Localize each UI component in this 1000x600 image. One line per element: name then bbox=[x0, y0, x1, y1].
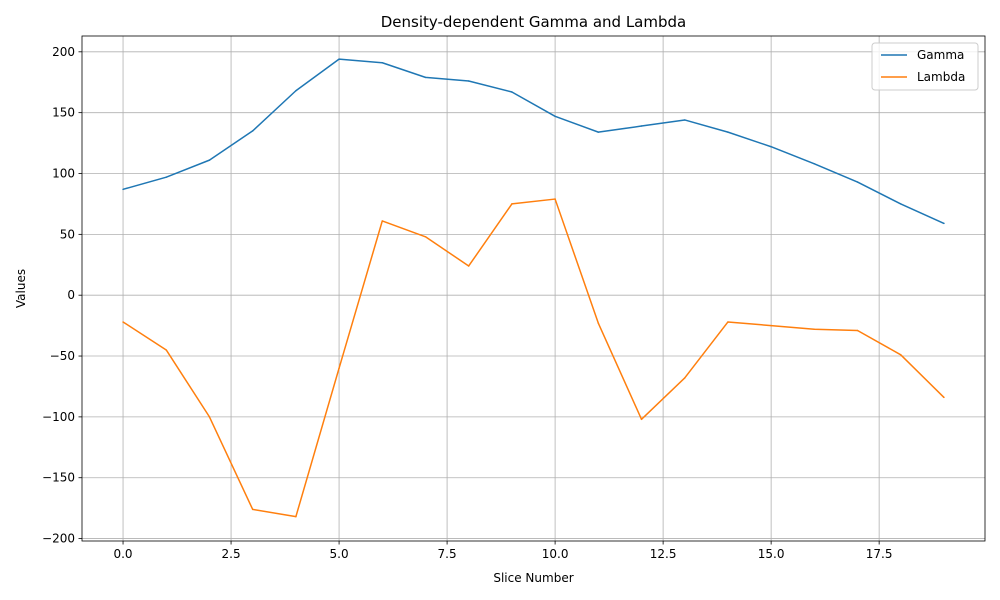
data-point-gamma bbox=[165, 176, 167, 178]
data-point-lambda bbox=[683, 377, 686, 379]
data-point-gamma bbox=[640, 125, 643, 127]
data-point-lambda bbox=[640, 418, 643, 421]
y-tick-label: 100 bbox=[52, 167, 75, 181]
data-point-lambda bbox=[727, 321, 729, 323]
x-tick-label: 2.5 bbox=[222, 547, 241, 561]
data-point-gamma bbox=[943, 222, 945, 225]
y-tick-label: −100 bbox=[42, 410, 75, 424]
y-axis-label: Values bbox=[14, 269, 28, 308]
legend-label-gamma: Gamma bbox=[917, 48, 964, 62]
data-point-lambda bbox=[467, 265, 470, 267]
data-point-lambda bbox=[597, 322, 600, 324]
plot-area-frame bbox=[81, 35, 986, 542]
data-point-lambda bbox=[900, 354, 902, 356]
x-axis-label: Slice Number bbox=[493, 571, 573, 585]
data-point-gamma bbox=[770, 145, 772, 148]
y-tick-label: −50 bbox=[50, 349, 75, 363]
data-point-gamma bbox=[597, 131, 600, 133]
data-point-lambda bbox=[338, 367, 340, 369]
data-point-lambda bbox=[122, 321, 124, 323]
y-axis-ticks: −200 −150 −100 −50 0 50 100 150 200 bbox=[42, 45, 82, 546]
series-gamma bbox=[122, 58, 945, 225]
x-axis-ticks: 0.0 2.5 5.0 7.5 10.0 12.5 15.0 17.5 bbox=[113, 541, 893, 561]
y-tick-label: −150 bbox=[42, 471, 75, 485]
data-point-gamma bbox=[813, 163, 816, 165]
data-point-gamma bbox=[511, 91, 513, 93]
data-point-gamma bbox=[856, 181, 859, 183]
data-point-gamma bbox=[554, 115, 556, 118]
data-point-lambda bbox=[511, 203, 513, 205]
y-tick-label: 150 bbox=[52, 106, 75, 120]
chart-title: Density-dependent Gamma and Lambda bbox=[381, 13, 686, 31]
plot-area-background bbox=[82, 36, 985, 541]
data-point-lambda bbox=[813, 328, 816, 331]
series-line-gamma bbox=[122, 58, 945, 225]
data-point-lambda bbox=[208, 416, 211, 418]
data-point-gamma bbox=[122, 188, 124, 191]
data-point-gamma bbox=[900, 203, 902, 205]
data-point-gamma bbox=[467, 80, 470, 82]
data-point-lambda bbox=[295, 515, 297, 518]
data-point-lambda bbox=[381, 220, 384, 222]
data-point-lambda bbox=[554, 198, 556, 200]
x-tick-label: 0.0 bbox=[113, 547, 132, 561]
y-tick-label: −200 bbox=[42, 532, 75, 546]
data-point-gamma bbox=[295, 90, 297, 92]
data-point-lambda bbox=[165, 349, 167, 351]
y-tick-label: 0 bbox=[67, 288, 75, 302]
series-lambda bbox=[122, 198, 945, 518]
data-point-lambda bbox=[856, 329, 859, 332]
data-point-gamma bbox=[251, 130, 254, 132]
x-tick-label: 12.5 bbox=[650, 547, 677, 561]
data-point-lambda bbox=[770, 324, 772, 327]
series-line-lambda bbox=[122, 198, 945, 518]
x-tick-label: 7.5 bbox=[438, 547, 457, 561]
legend: Gamma Lambda bbox=[871, 42, 979, 91]
data-point-gamma bbox=[727, 131, 729, 133]
data-point-gamma bbox=[381, 62, 384, 64]
series-lines bbox=[122, 58, 945, 518]
x-tick-label: 5.0 bbox=[330, 547, 349, 561]
data-point-gamma bbox=[338, 58, 340, 60]
x-tick-label: 15.0 bbox=[758, 547, 785, 561]
grid-lines bbox=[82, 36, 985, 541]
data-point-gamma bbox=[208, 159, 211, 161]
data-point-lambda bbox=[251, 508, 254, 511]
data-point-gamma bbox=[683, 119, 686, 121]
x-tick-label: 10.0 bbox=[542, 547, 569, 561]
data-point-gamma bbox=[424, 76, 427, 79]
data-point-lambda bbox=[424, 236, 427, 238]
data-point-lambda bbox=[943, 396, 945, 399]
x-tick-label: 17.5 bbox=[866, 547, 893, 561]
y-tick-label: 50 bbox=[60, 227, 75, 241]
legend-label-lambda: Lambda bbox=[917, 70, 965, 84]
y-tick-label: 200 bbox=[52, 45, 75, 59]
